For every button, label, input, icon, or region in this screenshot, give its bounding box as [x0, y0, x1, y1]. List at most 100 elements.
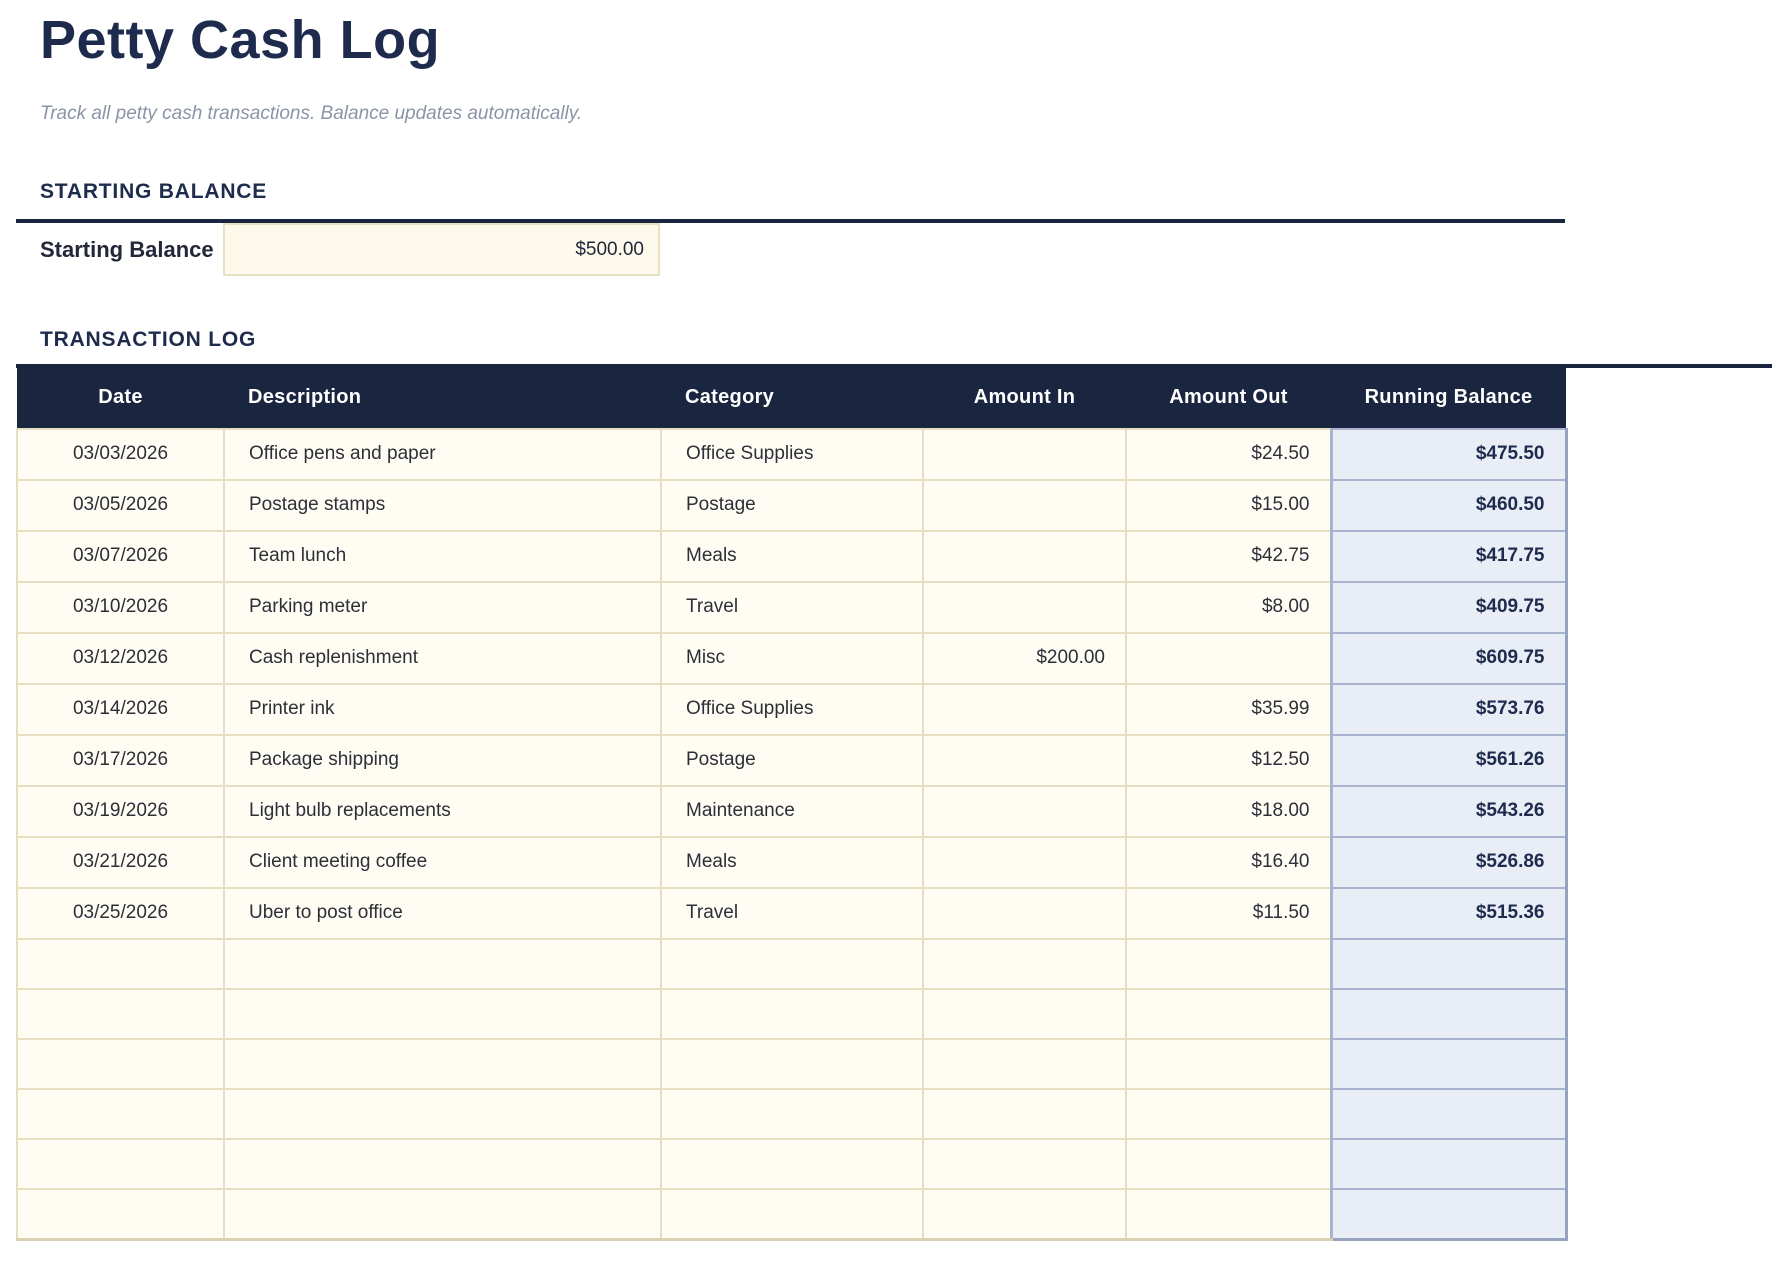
header-date: Date — [17, 367, 224, 429]
table-top-border — [16, 363, 1772, 368]
amount-in-cell[interactable] — [922, 682, 1127, 736]
amount-in-cell[interactable] — [922, 1137, 1127, 1190]
description-cell[interactable] — [223, 937, 662, 990]
amount-out-cell[interactable] — [1125, 987, 1332, 1040]
description-cell[interactable] — [223, 1037, 662, 1090]
amount-in-cell[interactable] — [922, 478, 1127, 532]
amount-out-cell[interactable]: $24.50 — [1125, 427, 1332, 481]
category-cell[interactable] — [660, 1187, 924, 1241]
category-cell[interactable] — [660, 1037, 924, 1090]
category-cell[interactable] — [660, 937, 924, 990]
category-cell[interactable]: Office Supplies — [660, 427, 924, 481]
description-cell[interactable] — [223, 1137, 662, 1190]
amount-in-cell[interactable] — [922, 733, 1127, 787]
table-row: 03/19/2026 Light bulb replacements Mainten… — [16, 784, 1568, 838]
date-cell[interactable]: 03/17/2026 — [16, 733, 225, 787]
amount-out-cell[interactable] — [1125, 937, 1332, 990]
header-category: Category — [661, 367, 923, 429]
amount-out-cell[interactable]: $8.00 — [1125, 580, 1332, 634]
amount-in-cell[interactable] — [922, 580, 1127, 634]
amount-in-cell[interactable] — [922, 987, 1127, 1040]
table-row: 03/12/2026 Cash replenishment Misc $200.00 $… — [16, 631, 1568, 685]
description-cell[interactable]: Cash replenishment — [223, 631, 662, 685]
description-cell[interactable]: Parking meter — [223, 580, 662, 634]
date-cell[interactable]: 03/12/2026 — [16, 631, 225, 685]
category-cell[interactable]: Meals — [660, 835, 924, 889]
category-cell[interactable]: Postage — [660, 478, 924, 532]
description-cell[interactable] — [223, 1187, 662, 1241]
category-cell[interactable]: Travel — [660, 886, 924, 940]
amount-out-cell[interactable] — [1125, 1137, 1332, 1190]
amount-in-cell[interactable] — [922, 1087, 1127, 1140]
amount-in-cell[interactable] — [922, 784, 1127, 838]
starting-balance-input[interactable]: $500.00 — [223, 222, 660, 276]
page-subtitle: Track all petty cash transactions. Balan… — [40, 102, 583, 124]
amount-in-cell[interactable] — [922, 937, 1127, 990]
date-cell[interactable] — [16, 1087, 225, 1140]
amount-out-cell[interactable] — [1125, 1087, 1332, 1140]
header-description: Description — [224, 367, 661, 429]
amount-in-cell[interactable] — [922, 1187, 1127, 1241]
amount-out-cell[interactable]: $16.40 — [1125, 835, 1332, 889]
amount-out-cell[interactable]: $35.99 — [1125, 682, 1332, 736]
date-cell[interactable]: 03/07/2026 — [16, 529, 225, 583]
date-cell[interactable] — [16, 1037, 225, 1090]
table-row: 03/05/2026 Postage stamps Postage $15.00 $46… — [16, 478, 1568, 532]
category-cell[interactable] — [660, 987, 924, 1040]
amount-out-cell[interactable]: $15.00 — [1125, 478, 1332, 532]
amount-in-cell[interactable]: $200.00 — [922, 631, 1127, 685]
amount-in-cell[interactable] — [922, 427, 1127, 481]
description-cell[interactable]: Package shipping — [223, 733, 662, 787]
amount-in-cell[interactable] — [922, 886, 1127, 940]
amount-out-cell[interactable]: $12.50 — [1125, 733, 1332, 787]
amount-in-cell[interactable] — [922, 529, 1127, 583]
date-cell[interactable]: 03/10/2026 — [16, 580, 225, 634]
description-cell[interactable]: Uber to post office — [223, 886, 662, 940]
date-cell[interactable]: 03/05/2026 — [16, 478, 225, 532]
amount-out-cell[interactable] — [1125, 1187, 1332, 1241]
table-row: 03/14/2026 Printer ink Office Supplies $35.… — [16, 682, 1568, 736]
description-cell[interactable] — [223, 987, 662, 1040]
header-amount-out: Amount Out — [1126, 367, 1331, 429]
date-cell[interactable]: 03/19/2026 — [16, 784, 225, 838]
date-cell[interactable]: 03/21/2026 — [16, 835, 225, 889]
description-cell[interactable]: Office pens and paper — [223, 427, 662, 481]
header-amount-in: Amount In — [923, 367, 1126, 429]
date-cell[interactable] — [16, 987, 225, 1040]
table-row: 03/21/2026 Client meeting coffee Meals $16.… — [16, 835, 1568, 889]
running-balance-cell — [1329, 937, 1568, 990]
description-cell[interactable]: Team lunch — [223, 529, 662, 583]
running-balance-cell — [1329, 1187, 1568, 1241]
category-cell[interactable]: Maintenance — [660, 784, 924, 838]
category-cell[interactable]: Meals — [660, 529, 924, 583]
date-cell[interactable]: 03/14/2026 — [16, 682, 225, 736]
amount-in-cell[interactable] — [922, 835, 1127, 889]
category-cell[interactable]: Travel — [660, 580, 924, 634]
category-cell[interactable]: Misc — [660, 631, 924, 685]
date-cell[interactable] — [16, 1187, 225, 1241]
category-cell[interactable] — [660, 1087, 924, 1140]
amount-out-cell[interactable]: $11.50 — [1125, 886, 1332, 940]
description-cell[interactable]: Postage stamps — [223, 478, 662, 532]
amount-out-cell[interactable] — [1125, 1037, 1332, 1090]
running-balance-cell: $475.50 — [1329, 427, 1568, 481]
table-row: 03/17/2026 Package shipping Postage $12.50 $… — [16, 733, 1568, 787]
table-row: 03/10/2026 Parking meter Travel $8.00 $409.7… — [16, 580, 1568, 634]
category-cell[interactable]: Postage — [660, 733, 924, 787]
date-cell[interactable]: 03/25/2026 — [16, 886, 225, 940]
date-cell[interactable] — [16, 1137, 225, 1190]
description-cell[interactable]: Light bulb replacements — [223, 784, 662, 838]
category-cell[interactable] — [660, 1137, 924, 1190]
empty-row — [16, 987, 1568, 1040]
amount-out-cell[interactable]: $18.00 — [1125, 784, 1332, 838]
category-cell[interactable]: Office Supplies — [660, 682, 924, 736]
description-cell[interactable]: Client meeting coffee — [223, 835, 662, 889]
description-cell[interactable]: Printer ink — [223, 682, 662, 736]
transaction-table-section: Date Description Category Amount In Amou… — [0, 363, 1772, 1241]
amount-out-cell[interactable] — [1125, 631, 1332, 685]
date-cell[interactable]: 03/03/2026 — [16, 427, 225, 481]
amount-out-cell[interactable]: $42.75 — [1125, 529, 1332, 583]
description-cell[interactable] — [223, 1087, 662, 1140]
amount-in-cell[interactable] — [922, 1037, 1127, 1090]
date-cell[interactable] — [16, 937, 225, 990]
